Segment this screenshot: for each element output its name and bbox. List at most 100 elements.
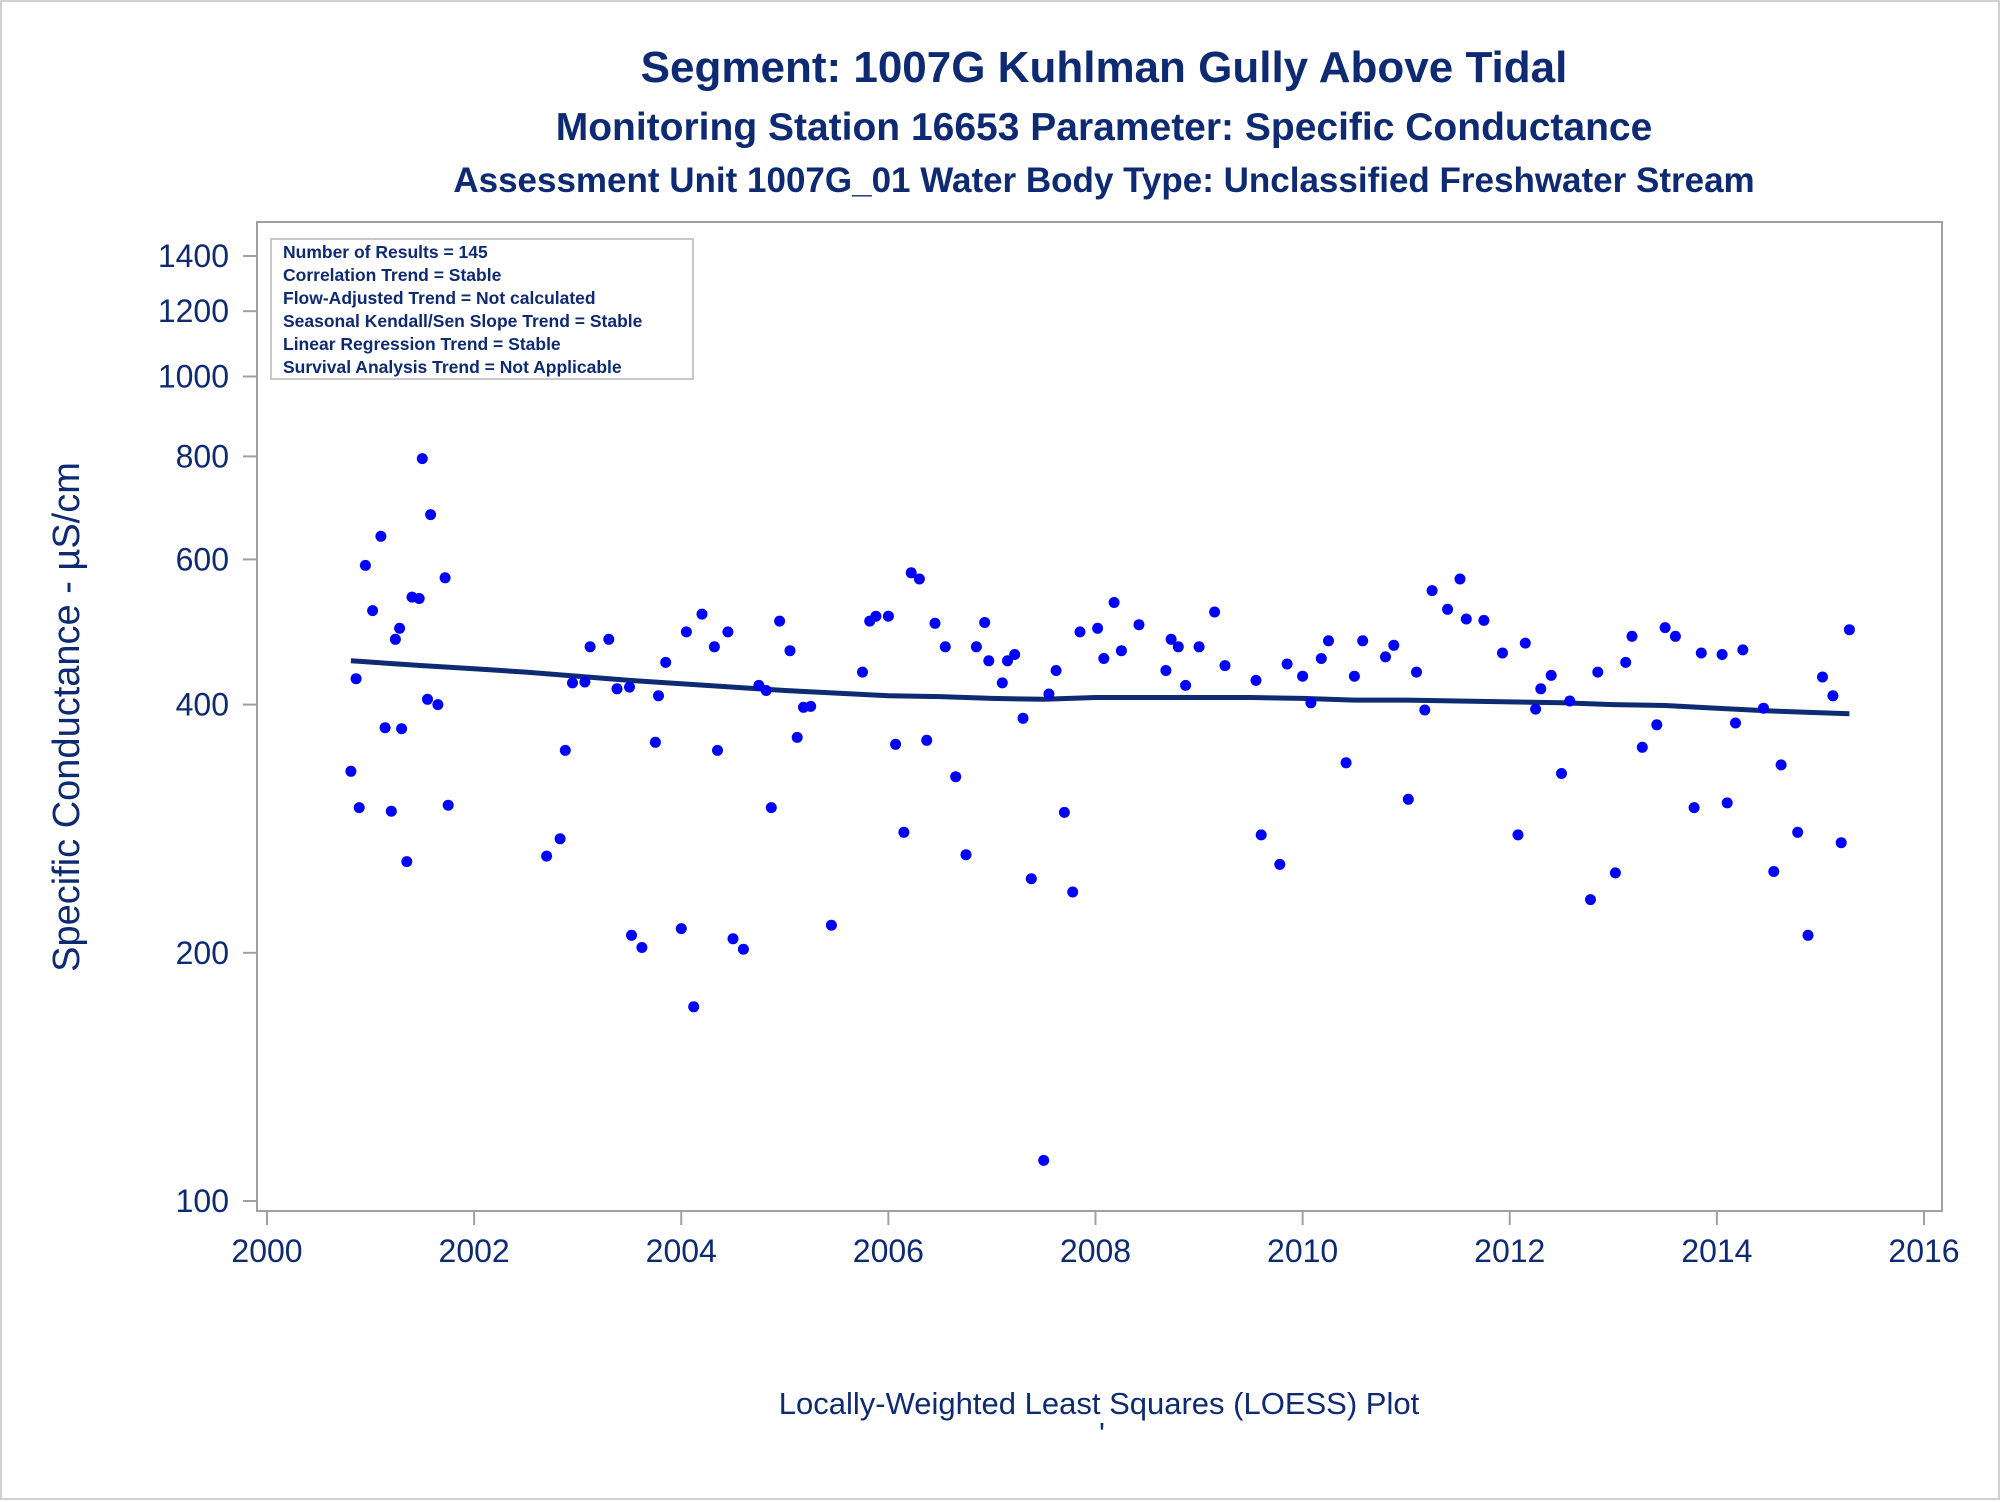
data-point: [1419, 704, 1431, 716]
data-point: [416, 453, 428, 465]
data-point: [1017, 712, 1029, 724]
data-point: [898, 826, 910, 838]
data-point: [1402, 793, 1414, 805]
stats-box: Number of Results = 145 Correlation Tren…: [270, 238, 694, 380]
data-point: [1669, 630, 1681, 642]
data-point: [1802, 929, 1814, 941]
data-point: [1050, 665, 1062, 676]
data-point: [1775, 759, 1787, 771]
data-point: [712, 744, 723, 756]
data-point: [1388, 639, 1400, 651]
data-point: [708, 641, 720, 653]
data-point: [1768, 866, 1780, 877]
y-tick-label: 600: [176, 541, 229, 577]
data-point: [1092, 622, 1104, 634]
data-point: [1659, 622, 1671, 634]
data-point: [353, 802, 365, 814]
stats-survival-analysis-trend: Survival Analysis Trend = Not Applicable: [283, 357, 622, 377]
y-tick-label: 400: [176, 687, 229, 723]
data-point: [584, 641, 596, 653]
data-point: [1074, 626, 1086, 638]
data-point: [996, 677, 1008, 689]
data-point: [791, 731, 803, 743]
data-point: [1758, 702, 1769, 714]
data-point: [375, 530, 387, 542]
y-axis-label: Specific Conductance - µS/cm: [46, 462, 88, 972]
data-point: [890, 738, 902, 750]
scatter-series: [345, 237, 1855, 1166]
data-point: [401, 856, 413, 868]
data-point: [359, 559, 371, 571]
data-point: [774, 615, 786, 627]
x-tick-label: 2000: [231, 1233, 302, 1269]
data-point: [1695, 647, 1707, 659]
data-point: [611, 683, 623, 695]
data-point: [1426, 585, 1438, 597]
data-point: [1512, 829, 1524, 841]
data-point: [905, 567, 917, 579]
data-point: [1315, 653, 1327, 664]
data-point: [696, 608, 708, 620]
stats-linear-regression-trend: Linear Regression Trend = Stable: [283, 334, 561, 354]
data-point: [870, 610, 882, 622]
data-point: [636, 942, 648, 953]
data-point: [1219, 660, 1231, 672]
data-point: [1556, 768, 1567, 779]
data-point: [1817, 671, 1828, 683]
data-point: [350, 673, 362, 685]
data-point: [1730, 717, 1741, 729]
data-point: [1411, 666, 1422, 678]
loess-line: [350, 658, 1850, 717]
data-point: [737, 943, 749, 955]
data-point: [624, 681, 635, 693]
data-point: [425, 509, 437, 521]
x-tick-label: 2008: [1060, 1233, 1131, 1269]
data-point: [688, 1001, 700, 1013]
data-point: [825, 919, 837, 931]
data-point: [939, 641, 951, 653]
data-point: [960, 849, 972, 861]
data-point: [1340, 757, 1352, 769]
data-point: [882, 610, 894, 622]
data-point: [680, 626, 692, 638]
data-point: [1737, 644, 1749, 656]
chart-subtitle: Monitoring Station 16653 Parameter: Spec…: [556, 106, 1653, 149]
data-point: [1460, 613, 1472, 625]
data-point: [1009, 649, 1021, 660]
y-tick-label: 1000: [158, 358, 229, 394]
data-point: [1609, 867, 1621, 879]
data-point: [1792, 826, 1804, 838]
data-point: [1255, 829, 1267, 841]
data-point: [979, 617, 991, 628]
data-point: [1357, 635, 1369, 647]
data-point: [1442, 603, 1454, 615]
data-point: [1497, 647, 1508, 659]
data-point: [921, 734, 933, 746]
data-point: [1281, 658, 1293, 670]
stats-correlation-trend: Correlation Trend = Stable: [283, 265, 502, 285]
data-point: [626, 929, 637, 941]
data-point: [727, 933, 739, 945]
data-point: [1348, 670, 1360, 682]
data-point: [1323, 635, 1334, 647]
data-point: [1172, 641, 1184, 653]
y-axis: 100 200 400 600 800 1000 1200 1400: [158, 238, 257, 1219]
data-point: [1636, 741, 1648, 753]
y-tick-label: 1400: [158, 238, 229, 274]
data-point: [1835, 837, 1847, 849]
data-point: [1209, 606, 1221, 618]
chart-title: Segment: 1007G Kuhlman Gully Above Tidal: [641, 43, 1568, 92]
data-point: [1843, 624, 1855, 636]
data-point: [603, 633, 615, 645]
data-point: [554, 833, 566, 845]
data-point: [1250, 674, 1262, 686]
data-point: [1108, 597, 1120, 608]
data-point: [1133, 619, 1145, 631]
y-tick-label: 800: [176, 438, 229, 474]
x-tick-label: 2016: [1888, 1233, 1959, 1269]
data-point: [442, 799, 454, 811]
data-point: [1651, 719, 1663, 731]
x-tick-label: 2010: [1267, 1233, 1338, 1269]
data-point: [983, 655, 995, 667]
